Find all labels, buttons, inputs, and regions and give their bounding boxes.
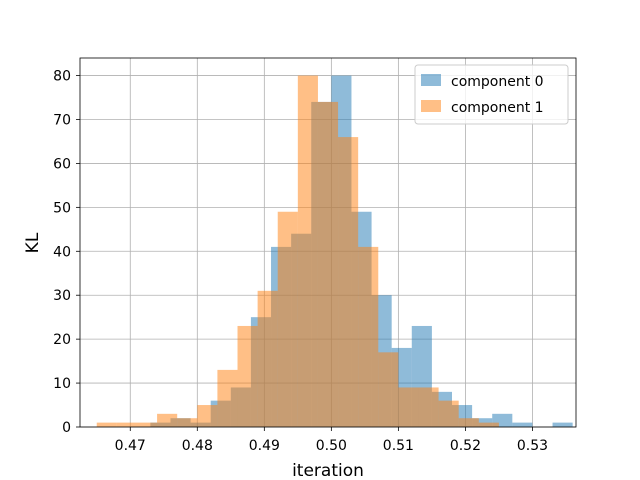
histogram-bar-series-1 (257, 290, 278, 427)
legend-box (414, 64, 569, 125)
histogram-bar-series-1 (398, 387, 419, 427)
y-tick-label: 70 (53, 113, 71, 129)
legend-swatch (421, 74, 441, 86)
histogram-bar-series-1 (438, 400, 459, 427)
legend-label: component 1 (451, 100, 544, 116)
y-tick-label: 40 (53, 244, 71, 260)
x-tick-label: 0.53 (517, 438, 548, 454)
x-tick-label: 0.49 (249, 438, 280, 454)
histogram-bar-series-1 (157, 413, 178, 427)
x-tick-label: 0.48 (182, 438, 213, 454)
histogram-bar-series-1 (197, 405, 218, 427)
y-tick-label: 80 (53, 69, 71, 85)
y-tick-label: 10 (53, 376, 71, 392)
histogram-bar-series-1 (237, 325, 258, 427)
histogram-bars (96, 75, 573, 428)
plot-frame (79, 57, 577, 428)
histogram-bar-series-1 (217, 369, 238, 427)
histogram-bar-series-1 (136, 422, 158, 427)
legend-swatch (421, 100, 441, 112)
histogram-bar-series-1 (378, 352, 399, 427)
histogram-bar-series-1 (317, 101, 339, 427)
y-tick-label: 50 (53, 200, 71, 216)
histogram-bar-series-1 (458, 418, 479, 427)
histogram-bar-series-1 (116, 422, 137, 427)
histogram-bar-series-1 (297, 75, 318, 428)
x-tick-label: 0.52 (450, 438, 481, 454)
x-tick-label: 0.50 (316, 438, 347, 454)
histogram-bar-series-1 (478, 422, 499, 427)
histogram-bar-series-0 (552, 422, 573, 427)
y-tick-label: 30 (53, 288, 71, 304)
y-tick-label: 20 (53, 332, 71, 348)
y-tick-label: 0 (62, 420, 71, 436)
histogram-bar-series-1 (358, 246, 379, 427)
histogram-bar-series-1 (96, 422, 117, 427)
histogram-bar-series-1 (177, 418, 198, 427)
x-axis-label: iteration (292, 461, 364, 480)
histogram-bar-series-1 (277, 211, 298, 427)
y-axis-label: KL (23, 232, 43, 253)
histogram-bar-series-1 (418, 387, 439, 427)
histogram-bar-series-1 (338, 137, 359, 428)
histogram-bar-series-0 (512, 422, 533, 427)
x-tick-label: 0.47 (115, 438, 146, 454)
y-tick-label: 60 (53, 156, 71, 172)
axis-ticks: 0.47 0.48 0.49 0.50 0.51 0.52 0.53 0 10 20 30 40 50 6… (53, 69, 548, 454)
legend-label: component 0 (451, 74, 544, 90)
legend: component 0 component 1 (414, 64, 569, 125)
x-tick-label: 0.51 (383, 438, 414, 454)
